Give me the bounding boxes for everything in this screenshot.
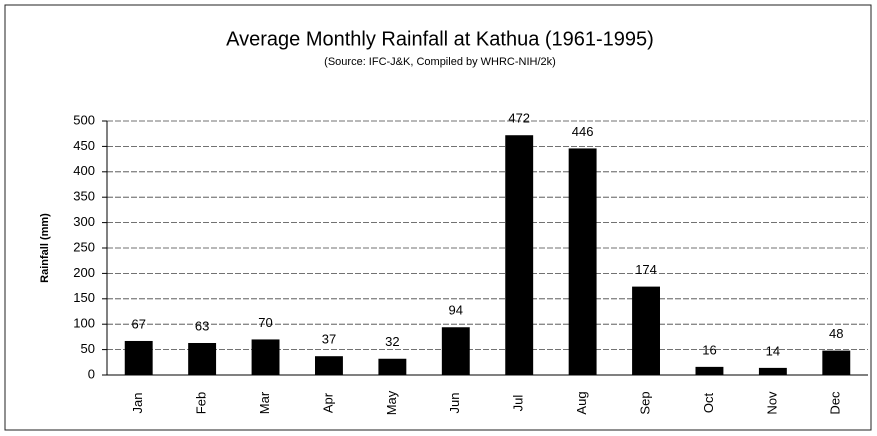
x-tick-label: Oct bbox=[701, 393, 716, 414]
x-tick-label: May bbox=[384, 390, 399, 415]
bar bbox=[505, 135, 534, 375]
x-tick-label: Apr bbox=[320, 392, 335, 413]
y-axis-label: Rainfall (mm) bbox=[39, 213, 51, 283]
bar bbox=[251, 339, 280, 375]
value-label: 67 bbox=[131, 316, 145, 331]
y-tick-label: 100 bbox=[73, 316, 95, 331]
y-tick-label: 400 bbox=[73, 163, 95, 178]
y-tick-label: 150 bbox=[73, 290, 95, 305]
bar bbox=[568, 148, 597, 375]
y-tick-label: 300 bbox=[73, 214, 95, 229]
value-label: 70 bbox=[258, 315, 272, 330]
value-label: 37 bbox=[322, 332, 336, 347]
x-tick-label: Feb bbox=[194, 392, 209, 414]
value-label: 14 bbox=[766, 343, 780, 358]
value-label: 63 bbox=[195, 318, 209, 333]
value-label: 472 bbox=[508, 111, 530, 126]
y-tick-label: 350 bbox=[73, 189, 95, 204]
bar bbox=[378, 358, 407, 375]
y-tick-label: 500 bbox=[73, 112, 95, 127]
bar bbox=[124, 340, 153, 375]
y-tick-label: 250 bbox=[73, 239, 95, 254]
chart-subtitle: (Source: IFC-J&K, Compiled by WHRC-NIH/2… bbox=[324, 56, 556, 68]
x-tick-label: Aug bbox=[574, 391, 589, 414]
y-tick-label: 200 bbox=[73, 265, 95, 280]
value-label: 32 bbox=[385, 334, 399, 349]
bar bbox=[695, 366, 724, 375]
bar bbox=[822, 350, 851, 375]
value-label: 446 bbox=[572, 124, 594, 139]
bar bbox=[441, 327, 470, 375]
x-tick-label: Sep bbox=[637, 391, 652, 414]
value-label: 174 bbox=[635, 262, 657, 277]
chart-title: Average Monthly Rainfall at Kathua (1961… bbox=[226, 28, 654, 50]
x-tick-label: Jun bbox=[447, 393, 462, 414]
x-tick-label: Jul bbox=[511, 395, 526, 412]
value-label: 94 bbox=[449, 303, 463, 318]
value-label: 16 bbox=[702, 342, 716, 357]
x-tick-label: Nov bbox=[764, 391, 779, 415]
bar bbox=[188, 342, 217, 375]
x-tick-label: Mar bbox=[257, 391, 272, 414]
x-tick-label: Jan bbox=[130, 393, 145, 414]
bar bbox=[315, 356, 343, 375]
x-tick-label: Dec bbox=[828, 391, 843, 415]
y-tick-label: 0 bbox=[88, 366, 95, 381]
value-label: 48 bbox=[829, 326, 843, 341]
y-tick-label: 50 bbox=[81, 341, 95, 356]
bar bbox=[632, 286, 660, 375]
y-tick-label: 450 bbox=[73, 138, 95, 153]
bar bbox=[758, 367, 787, 375]
